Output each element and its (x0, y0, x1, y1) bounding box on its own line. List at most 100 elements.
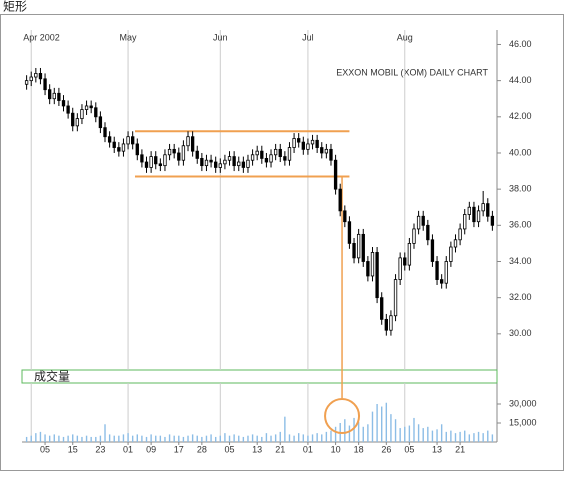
volume-bar (205, 435, 208, 442)
volume-bar (178, 435, 180, 442)
candle-body (48, 89, 52, 100)
candle-body (135, 143, 139, 156)
y-tick-label: 46.00 (509, 39, 532, 49)
y-tick-label: 34.00 (509, 256, 532, 266)
volume-bar (76, 435, 79, 442)
volume-bar (155, 435, 157, 442)
volume-bar (251, 434, 254, 442)
volume-bar (164, 436, 166, 442)
candle-body (398, 257, 402, 280)
y-tick-label: 42.00 (509, 111, 532, 121)
candle-body (476, 210, 481, 223)
volume-bar (95, 436, 97, 442)
volume-bar (242, 436, 245, 442)
volume-bar (104, 424, 106, 442)
volume-bar (72, 434, 74, 442)
y-tick-label: 30.00 (509, 328, 532, 338)
volume-bar (238, 435, 240, 442)
volume-bar (311, 434, 314, 442)
candle-body (223, 159, 227, 165)
candle-body (329, 148, 333, 161)
candle-body (80, 109, 84, 120)
volume-bar (293, 435, 295, 442)
candle-body (366, 261, 370, 277)
candle-body (287, 147, 292, 161)
volume-bar (302, 434, 305, 442)
candle-body (430, 239, 435, 262)
volume-bar (321, 434, 323, 442)
candle-body (278, 148, 282, 157)
candle-body (103, 127, 107, 138)
volume-bar (367, 424, 369, 442)
candle-body (486, 203, 490, 217)
volume-bar (67, 435, 69, 442)
volume-bar (381, 406, 383, 442)
page-title: 矩形 (3, 0, 27, 14)
volume-bar (265, 433, 268, 442)
candle-body (416, 215, 421, 230)
volume-bar (454, 433, 457, 442)
y-tick-label: 44.00 (509, 75, 532, 85)
candle-body (375, 252, 379, 299)
candle-body (66, 105, 70, 114)
volume-bar (81, 436, 83, 442)
volume-bar (141, 435, 143, 442)
candle-body (393, 279, 398, 317)
volume-bar (187, 435, 189, 442)
candle-body (301, 141, 305, 150)
volume-bar (477, 431, 480, 442)
candle-body (444, 261, 448, 284)
candle-body (131, 136, 135, 145)
candle-body (172, 148, 176, 154)
candle-body (356, 233, 361, 259)
candle-body (154, 156, 158, 165)
volume-bar (108, 434, 111, 442)
candle-body (158, 163, 163, 167)
candle-body (57, 92, 61, 101)
volume-bar (464, 430, 466, 442)
candle-body (24, 80, 29, 85)
candle-body (389, 315, 393, 331)
candle-body (190, 136, 195, 152)
y-tick-label: 15,000 (509, 417, 537, 427)
candle-body (43, 78, 47, 91)
volume-bar (39, 431, 42, 442)
candle-body (34, 73, 38, 78)
volume-bar (422, 428, 424, 442)
x-tick-label: 23 (95, 444, 105, 454)
volume-bar (371, 411, 374, 442)
volume-bar (261, 436, 263, 442)
month-label: Aug (397, 32, 413, 42)
candle-body (297, 138, 301, 143)
candle-body (426, 224, 430, 241)
volume-bar (491, 434, 494, 442)
candle-body (250, 154, 255, 161)
volume-band (21, 369, 498, 384)
volume-bar (436, 429, 438, 442)
volume-bar (99, 435, 102, 442)
candle-body (490, 215, 495, 226)
candle-body (163, 154, 167, 167)
volume-bar (145, 436, 148, 442)
month-label: Apr 2002 (23, 32, 60, 42)
candle-body (472, 206, 476, 223)
volume-bar (394, 419, 397, 442)
candle-body (177, 152, 181, 161)
volume-bar (168, 434, 171, 442)
volume-bar (316, 433, 318, 442)
volume-bar (196, 435, 198, 442)
candle-body (384, 318, 388, 331)
candle-body (61, 100, 66, 107)
y-tick-label: 38.00 (509, 184, 532, 194)
volume-bar (468, 434, 471, 442)
candle-body (370, 252, 375, 277)
volume-bar (431, 430, 434, 442)
x-tick-label: 09 (146, 444, 156, 454)
volume-bar (35, 433, 37, 442)
volume-bar (214, 436, 217, 442)
candle-body (121, 143, 126, 152)
x-tick-label: 01 (123, 444, 133, 454)
x-tick-label: 01 (303, 444, 313, 454)
volume-bar (427, 426, 429, 442)
